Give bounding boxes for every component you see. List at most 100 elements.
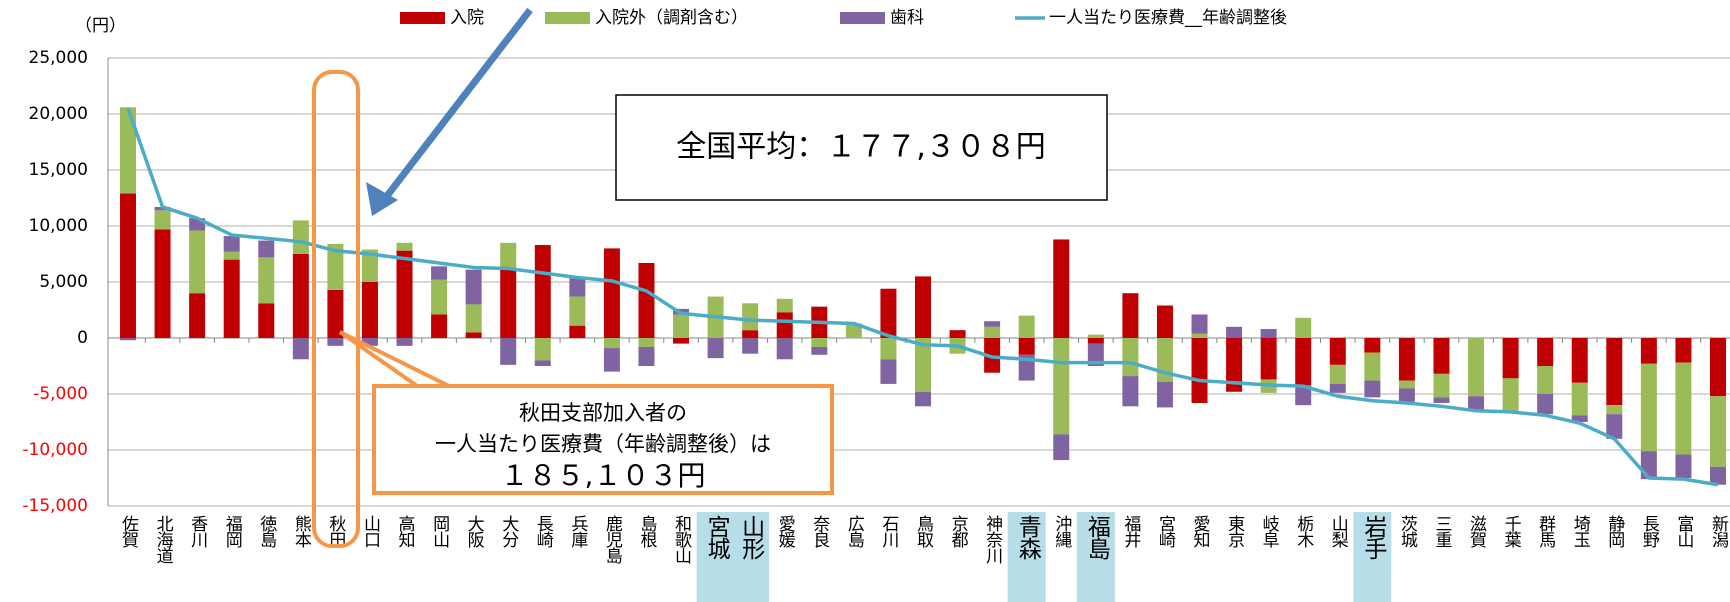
bar-segment [638,262,655,338]
x-tick-label: 愛知 [1190,515,1211,548]
bar-segment [1571,338,1588,383]
bar-segment [673,338,690,344]
bar-segment [811,346,828,355]
bar-segment [569,277,586,297]
category-highlight [731,512,770,602]
bar-segment [915,276,931,338]
x-tick-label: 静岡 [1604,515,1625,549]
bar-segment [431,314,448,338]
bar-segment [776,312,793,338]
x-tick-label: 東京 [1224,515,1245,549]
bar-segment [396,250,413,338]
x-tick-label: 千葉 [1501,515,1522,548]
x-tick-label: 高知 [395,515,416,548]
x-tick-label: 茨城 [1397,515,1418,548]
legend-label: 歯科 [890,8,924,28]
bar-segment [880,288,897,338]
x-tick-label: 愛媛 [775,515,796,548]
bar-segment [292,254,309,338]
bar-segment [500,269,517,338]
y-tick-label: 10,000 [29,216,88,236]
bar-segment [1087,338,1104,344]
bar-segment [361,338,378,346]
bar-segment [1640,451,1657,480]
bar-segment [1053,338,1070,435]
callout-box [372,384,834,495]
bar-segment [1468,396,1485,410]
bar-segment [361,249,378,282]
line-series [126,107,1719,487]
x-tick-label: 三重 [1431,515,1452,548]
bar-segment [120,107,136,194]
bar-segment [465,332,482,338]
bar-segment [1191,338,1208,403]
bar-segment [569,325,586,338]
bar-segment [1433,397,1450,403]
bar-segment [1710,338,1726,397]
bar-segment [1571,382,1588,416]
bar-segment [1364,338,1381,353]
bar-segment [1260,338,1277,380]
bar-segment [223,259,240,338]
bar-segment [1537,338,1554,366]
bar-segment [1606,405,1623,415]
bar-segment [1640,363,1657,452]
x-tick-label: 福岡 [222,515,243,549]
bar-segment [1398,388,1415,402]
x-tick-label: 大阪 [464,515,485,548]
bar-segment [223,236,240,252]
bar-segment [845,323,862,338]
legend-label: 入院外（調剤含む） [595,8,748,28]
bar-segment [1295,338,1312,386]
bar-segment [154,210,171,230]
bar-segment [1537,394,1554,415]
bar-segment [1502,338,1519,379]
category-highlight [1353,512,1392,602]
bar-segment [673,314,690,338]
x-tick-label: 沖縄 [1051,515,1072,548]
average-box [615,94,1108,201]
bar-segment [189,293,206,338]
bar-segment [1260,329,1277,338]
bar-segment [1053,239,1070,338]
bar-segment [465,304,482,333]
bar-segment [1087,334,1104,338]
bar-segment [707,338,724,359]
x-tick-label: 群馬 [1535,515,1556,549]
bar-segment [915,338,931,392]
bar-segment [603,348,620,372]
legend-label: 一人当たり医療費__年齢調整後 [1049,8,1287,28]
bar-segment [1191,314,1208,334]
bar-segment [258,240,275,258]
bar-segment [1398,338,1415,381]
bar-segment [431,266,448,280]
bar-segment [500,338,517,365]
y-tick-label: 20,000 [29,104,88,124]
y-tick-label: 25,000 [29,48,88,68]
bar-segment [1053,434,1070,461]
legend-swatch [400,12,445,24]
x-tick-label: 香川 [187,515,208,548]
bar-segment [120,193,136,338]
x-tick-label: 青森 [1014,515,1042,560]
bar-segment [154,229,171,338]
bar-segment [361,282,378,338]
x-tick-label: 宮城 [703,515,731,560]
x-tick-label: 長崎 [533,515,554,548]
x-tick-label: 秋田 [325,515,346,548]
bar-segment [258,303,275,338]
bar-segment [292,338,309,360]
x-tick-label: 奈良 [809,515,830,548]
bar-segment [189,230,206,294]
bar-segment [569,296,586,326]
bar-segment [1537,366,1554,394]
bar-segment [1156,381,1173,408]
bar-segment [1122,376,1139,407]
bar-segment [776,298,793,313]
bar-segment [292,220,309,254]
bar-segment [984,326,1001,338]
category-highlight [1007,512,1046,602]
bar-segment [1468,338,1485,397]
bar-segment [1122,338,1139,377]
bar-segment [396,242,413,251]
